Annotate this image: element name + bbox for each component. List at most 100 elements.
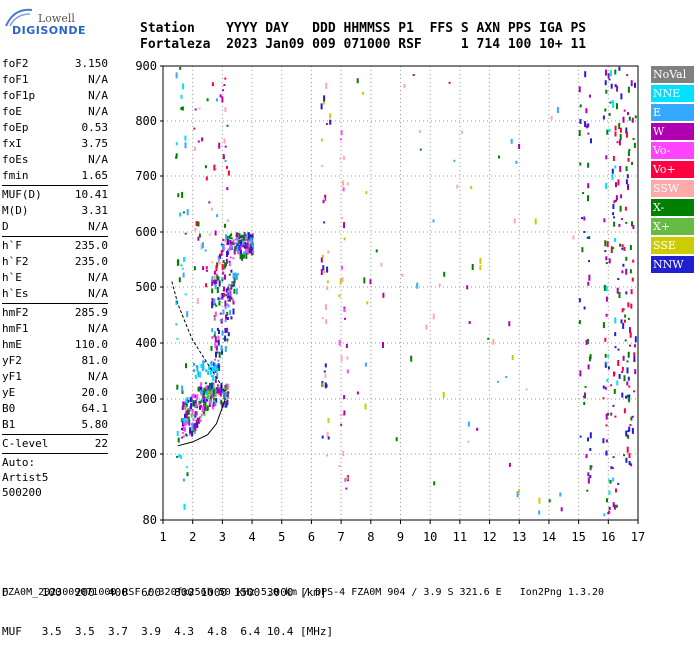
echo-point [235, 242, 238, 245]
echo-point [212, 375, 215, 381]
echo-point [219, 319, 222, 322]
echo-point [199, 389, 202, 394]
echo-point [185, 398, 188, 404]
legend-item: NoVal [651, 66, 694, 83]
echo-point [623, 375, 626, 382]
x-tick-label: 15 [571, 530, 585, 544]
echo-point [194, 411, 197, 418]
x-tick-label: 8 [367, 530, 374, 544]
echo-point [215, 304, 218, 307]
echo-point [196, 365, 199, 372]
echo-point [229, 256, 232, 259]
echo-point [213, 331, 216, 336]
echo-point [211, 392, 214, 398]
echo-point [204, 402, 207, 407]
echo-point [625, 256, 628, 261]
echo-point [207, 393, 210, 400]
echo-point [224, 300, 227, 307]
echo-point [197, 221, 200, 227]
echo-point [631, 415, 634, 418]
echo-point [218, 387, 221, 390]
echo-point [216, 262, 219, 268]
echo-point [613, 216, 615, 219]
echo-point [366, 301, 369, 305]
echo-point [203, 391, 206, 396]
echo-point [443, 271, 446, 277]
echo-point [233, 278, 236, 284]
echo-point [325, 304, 327, 311]
echo-point [590, 465, 593, 468]
echo-point [513, 218, 516, 224]
echo-point [461, 130, 463, 134]
echo-point [611, 173, 614, 180]
echo-point [240, 250, 242, 255]
echo-point [623, 246, 626, 251]
echo-point [610, 384, 613, 387]
legend-item: X- [651, 199, 694, 216]
echo-point [226, 219, 229, 223]
echo-point [211, 328, 214, 333]
echo-point [612, 101, 615, 108]
echo-point [216, 287, 219, 293]
echo-point [182, 83, 185, 90]
param-group-4: hmF2 285.9 hmF1 N/A hmE 110.0 yF2 81.0 yF1 N/… [2, 305, 108, 433]
echo-point [627, 302, 630, 308]
echo-point [629, 327, 631, 334]
echo-point [620, 194, 623, 199]
echo-point [212, 280, 215, 284]
param-group-2: MUF(D) 10.41 M(D) 3.31 D N/A [2, 187, 108, 235]
echo-point [224, 393, 227, 399]
echo-point [178, 277, 181, 283]
echo-point [221, 263, 224, 270]
echo-point [325, 82, 328, 89]
echo-point [222, 259, 225, 263]
echo-point [589, 475, 592, 479]
echo-point [195, 221, 198, 227]
echo-point [193, 127, 196, 130]
param-value: 3.150 [74, 57, 108, 70]
echo-point [234, 238, 237, 241]
echo-point [230, 284, 233, 290]
echo-point [210, 383, 213, 390]
param-row: hmF1 N/A [2, 321, 108, 337]
echo-point [192, 393, 195, 398]
echo-point [223, 292, 225, 297]
echo-point [631, 161, 633, 165]
echo-point [619, 205, 622, 212]
echo-point [186, 311, 189, 318]
echo-point [228, 295, 231, 302]
param-value: 0.53 [81, 121, 109, 134]
echo-point [218, 259, 221, 265]
echo-point [607, 366, 610, 370]
echo-point [203, 361, 206, 363]
echo-point [219, 295, 222, 297]
echo-point [605, 286, 608, 292]
echo-point [197, 370, 200, 375]
echo-point [618, 292, 621, 298]
echo-point [578, 86, 581, 93]
echo-point [626, 381, 629, 386]
param-value: N/A [88, 105, 108, 118]
echo-point [208, 403, 211, 407]
echo-point [634, 336, 637, 343]
echo-point [180, 107, 183, 110]
echo-point [243, 232, 246, 235]
echo-point [175, 72, 178, 79]
param-label: M(D) [2, 204, 29, 217]
echo-point [356, 78, 359, 84]
echo-point [581, 247, 584, 253]
echo-point [221, 330, 224, 336]
x-tick-label: 9 [397, 530, 404, 544]
echo-point [621, 308, 624, 313]
echo-point [615, 195, 618, 201]
echo-point [213, 317, 216, 321]
echo-point [201, 390, 204, 394]
echo-point [184, 426, 186, 432]
echo-point [210, 345, 213, 351]
echo-point [608, 78, 611, 81]
echo-point [242, 253, 245, 259]
x-tick-label: 4 [248, 530, 255, 544]
echo-point [492, 338, 495, 345]
echo-point [200, 392, 203, 396]
param-label: MUF(D) [2, 188, 42, 201]
